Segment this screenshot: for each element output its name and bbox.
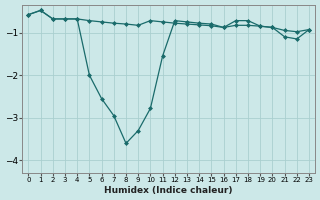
X-axis label: Humidex (Indice chaleur): Humidex (Indice chaleur) <box>104 186 233 195</box>
